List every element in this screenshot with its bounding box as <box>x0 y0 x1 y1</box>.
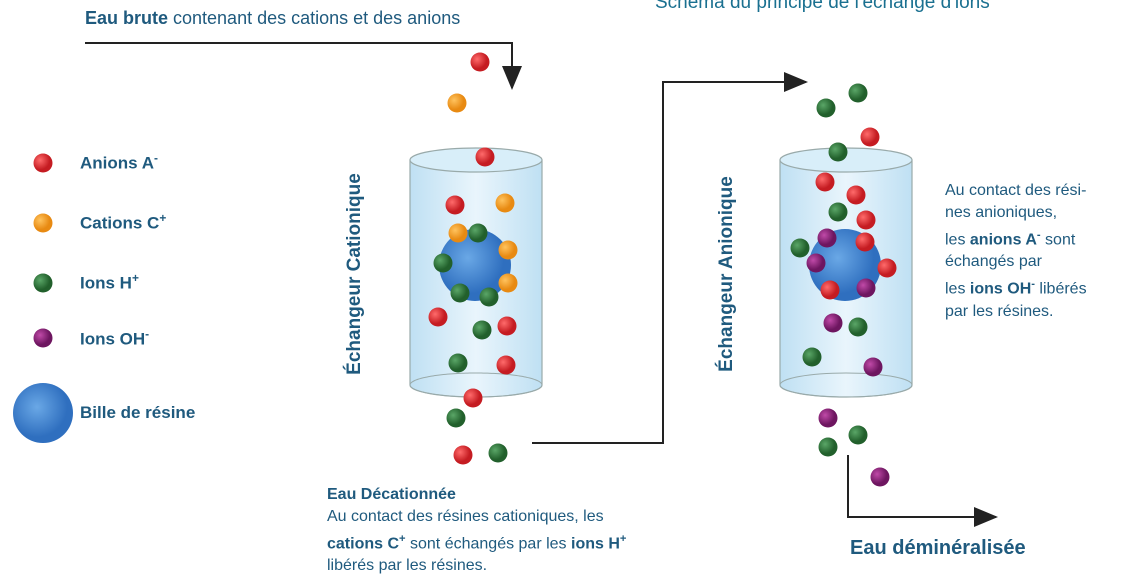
ion <box>472 320 492 340</box>
ion <box>860 127 880 147</box>
ion <box>33 328 53 348</box>
text: + <box>159 211 167 225</box>
anion-note: Au contact des rési- nes anioniques, les… <box>945 180 1087 323</box>
ion <box>448 223 468 243</box>
legend-item: Cations C+ <box>80 211 166 234</box>
ion <box>446 408 466 428</box>
text: Ions OH <box>80 329 146 349</box>
text: ions H <box>571 535 620 553</box>
text: par les résines. <box>945 302 1054 320</box>
text: échangés par <box>945 253 1042 271</box>
outlet-arrow <box>847 455 998 527</box>
ion <box>475 147 495 167</box>
text: sont <box>1040 231 1076 249</box>
ion <box>828 202 848 222</box>
ion <box>856 210 876 230</box>
legend-item: Anions A- <box>80 151 158 174</box>
text: - <box>1036 229 1041 241</box>
ion <box>818 408 838 428</box>
ion <box>817 228 837 248</box>
ion <box>33 153 53 173</box>
ion <box>453 445 473 465</box>
text: - <box>153 151 158 165</box>
text: Anions A <box>80 153 154 173</box>
ion <box>802 347 822 367</box>
text: les <box>945 280 970 298</box>
ion <box>820 280 840 300</box>
text: Au contact des résines cationiques, les <box>327 508 604 525</box>
legend-item: Bille de résine <box>80 403 196 422</box>
text: nes anioniques, <box>945 204 1058 221</box>
ion <box>870 467 890 487</box>
text: cations C <box>327 535 400 553</box>
text: Ions H <box>80 273 132 293</box>
ion <box>497 316 517 336</box>
ion <box>463 388 483 408</box>
ion <box>495 193 515 213</box>
ion <box>806 253 826 273</box>
ion <box>470 52 490 72</box>
transfer-arrow <box>532 72 808 444</box>
text: Cations C <box>80 213 160 233</box>
ion <box>790 238 810 258</box>
text: libérés <box>1034 280 1087 298</box>
text: - <box>1031 278 1035 291</box>
ion <box>863 357 883 377</box>
ion <box>445 195 465 215</box>
column-label: Échangeur Anionique <box>716 176 737 372</box>
text: libérés par les résines. <box>327 557 488 575</box>
ion <box>818 437 838 457</box>
cation-note: Eau Décationnée Au contact des résines c… <box>327 484 626 577</box>
ion <box>856 278 876 298</box>
ion <box>33 273 53 293</box>
ion <box>488 443 508 463</box>
cation-column <box>409 147 543 398</box>
column-label: Échangeur Cationique <box>344 173 365 375</box>
output-label: Eau déminéralisée <box>850 537 1026 559</box>
intro-text: contenant des cations et des anions <box>168 8 461 28</box>
text: - <box>145 327 150 341</box>
text: sont échangés par les <box>405 535 571 553</box>
inlet-arrow <box>85 42 522 90</box>
ion <box>815 172 835 192</box>
ion <box>848 83 868 103</box>
text: anions A <box>969 231 1037 249</box>
ion <box>33 213 53 233</box>
ion <box>496 355 516 375</box>
ion <box>468 223 488 243</box>
ion <box>450 283 470 303</box>
text: ions OH <box>969 280 1032 298</box>
legend-resin <box>13 383 73 443</box>
text: les <box>945 231 970 249</box>
text: + <box>619 533 627 545</box>
text: Au contact des rési- <box>945 182 1087 199</box>
ion <box>447 93 467 113</box>
ion <box>848 425 868 445</box>
ion <box>846 185 866 205</box>
text: Eau Décationnée <box>327 486 456 503</box>
legend-item: Ions OH- <box>80 327 149 350</box>
legend-item: Ions H+ <box>80 271 139 294</box>
ion <box>816 98 836 118</box>
ion <box>428 307 448 327</box>
ion <box>448 353 468 373</box>
ion <box>848 317 868 337</box>
ion <box>828 142 848 162</box>
ion <box>855 232 875 252</box>
intro: Eau brute contenant des cations et des a… <box>85 8 460 29</box>
ion <box>877 258 897 278</box>
text: + <box>131 271 139 285</box>
text: + <box>399 533 406 545</box>
ion <box>498 273 518 293</box>
intro-bold: Eau brute <box>85 8 169 28</box>
title: Schéma du principe de l'échange d'ions <box>655 0 990 13</box>
ion <box>479 287 499 307</box>
ion <box>498 240 518 260</box>
ion <box>433 253 453 273</box>
ion <box>823 313 843 333</box>
